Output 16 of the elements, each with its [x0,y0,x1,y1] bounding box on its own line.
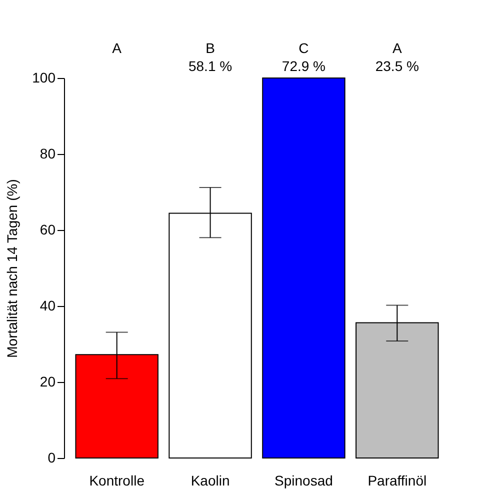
y-tick-label: 40 [40,298,56,314]
text: C 72.9 % [282,40,326,74]
y-tick-label: 0 [48,450,56,466]
y-axis-title: Mortalität nach 14 Tagen (%) [4,179,20,358]
x-tick-label: Kaolin [190,472,230,488]
y-tick-label: 80 [40,146,56,162]
text: A [112,40,122,56]
x-tick-label: Spinosad [274,472,333,488]
bar [262,78,346,458]
y-tick-label: 20 [40,374,56,390]
text: B 58.1 % [188,40,232,74]
text: A 23.5 % [375,40,419,74]
y-tick-label: 60 [40,222,56,238]
x-tick-label: Paraffinöl [368,472,427,488]
x-tick-label: Kontrolle [89,472,145,488]
y-tick-label: 100 [32,70,56,86]
